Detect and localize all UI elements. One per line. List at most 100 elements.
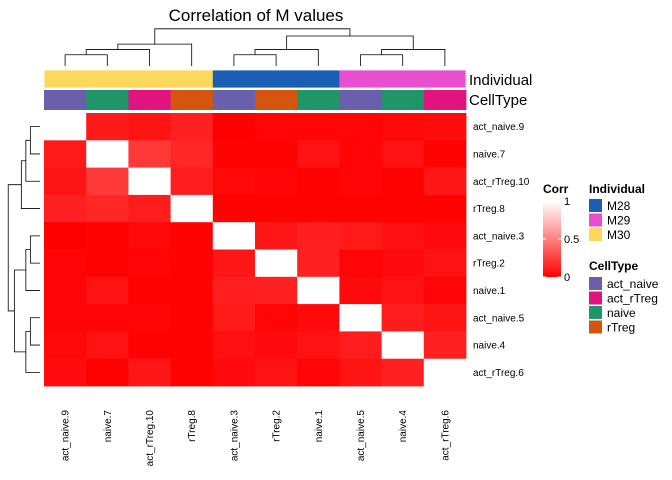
column-label: act_rTreg.10 bbox=[145, 410, 156, 467]
heatmap-cell-act_rTreg.6-naive.1 bbox=[297, 358, 340, 387]
heatmap-cell-act_rTreg.6-act_naive.9 bbox=[44, 358, 87, 387]
corr-colorbar bbox=[543, 201, 561, 277]
heatmap-cell-act_rTreg.10-act_naive.5 bbox=[339, 167, 382, 196]
row-label: naive.7 bbox=[473, 149, 506, 160]
heatmap-cell-act_naive.5-rTreg.2 bbox=[255, 304, 298, 332]
heatmap-cell-act_rTreg.6-rTreg.2 bbox=[255, 358, 298, 387]
row-labels: act_naive.9 naive.7 act_rTreg.10 rTreg.8 act… bbox=[473, 122, 530, 379]
heatmap-cell-act_rTreg.6-act_rTreg.10 bbox=[128, 358, 171, 387]
heatmap-cell-naive.1-rTreg.8 bbox=[170, 276, 214, 305]
individual-legend-swatch bbox=[589, 228, 602, 241]
dendrogram-branch bbox=[20, 160, 40, 209]
celltype-legend-label: rTreg bbox=[607, 321, 635, 335]
column-labels: act_naive.9 naive.7 act_rTreg.10 rTreg.8 act… bbox=[61, 410, 452, 467]
heatmap-cell-rTreg.2-act_naive.9 bbox=[44, 249, 87, 278]
heatmap-cell-rTreg.2-act_naive.5 bbox=[339, 249, 382, 278]
celltype-legend-swatch bbox=[589, 291, 602, 305]
column-label: act_rTreg.6 bbox=[440, 410, 451, 461]
dendrogram-branch bbox=[7, 184, 22, 312]
row-label: act_rTreg.10 bbox=[473, 177, 530, 188]
column-label: naive.7 bbox=[103, 410, 114, 443]
individual-cell-act_naive.9 bbox=[44, 70, 87, 88]
heatmap-cell-act_naive.9-act_naive.5 bbox=[339, 113, 382, 141]
heatmap-cell-act_naive.9-act_naive.9 bbox=[44, 113, 87, 141]
heatmap-cell-act_naive.5-act_naive.5 bbox=[339, 304, 382, 332]
dendrogram-branch bbox=[154, 28, 351, 45]
heatmap-cell-rTreg.8-act_rTreg.6 bbox=[423, 194, 467, 223]
heatmap-cell-act_rTreg.10-act_rTreg.6 bbox=[423, 167, 467, 196]
corr-tick-label: 0 bbox=[564, 272, 570, 284]
heatmap-cell-naive.7-naive.1 bbox=[297, 140, 340, 168]
heatmap-cell-rTreg.8-act_naive.5 bbox=[339, 194, 382, 223]
individual-legend-label: M30 bbox=[607, 228, 631, 242]
dendrogram-branch bbox=[381, 49, 446, 66]
heatmap-cell-naive.1-naive.1 bbox=[297, 276, 340, 305]
individual-legend-label: M28 bbox=[607, 199, 631, 213]
dendrogram-branch bbox=[25, 139, 40, 182]
column-label: act_naive.5 bbox=[356, 410, 367, 462]
celltype-legend-label: act_naive bbox=[607, 277, 659, 291]
heatmap-cell-act_naive.3-act_naive.3 bbox=[212, 222, 256, 250]
heatmap-cell-act_naive.5-act_naive.9 bbox=[44, 304, 87, 332]
row-label: act_naive.3 bbox=[473, 231, 525, 242]
heatmap-cell-naive.1-act_rTreg.10 bbox=[128, 276, 171, 305]
heatmap-cell-rTreg.2-rTreg.8 bbox=[170, 249, 214, 278]
heatmap-cell-act_rTreg.10-act_rTreg.10 bbox=[128, 167, 171, 196]
heatmap-cell-naive.1-act_naive.5 bbox=[339, 276, 382, 305]
column-label: rTreg.8 bbox=[187, 410, 198, 442]
celltype-legend-label: act_rTreg bbox=[607, 292, 658, 306]
heatmap-cell-act_naive.3-naive.7 bbox=[86, 222, 129, 250]
heatmap-cell-rTreg.2-naive.4 bbox=[381, 249, 425, 278]
dendrogram-branch bbox=[233, 54, 277, 66]
heatmap-cell-act_naive.3-rTreg.8 bbox=[170, 222, 214, 250]
heatmap-cell-rTreg.2-act_rTreg.10 bbox=[128, 249, 171, 278]
heatmap-cell-act_naive.9-naive.1 bbox=[297, 113, 340, 141]
column-label: rTreg.2 bbox=[272, 410, 283, 442]
dendrogram-branch bbox=[25, 331, 40, 373]
individual-track-border bbox=[43, 69, 467, 89]
heatmap-cell-rTreg.8-naive.7 bbox=[86, 194, 129, 223]
dendrogram-branch bbox=[13, 269, 26, 353]
heatmap-cell-rTreg.8-act_naive.9 bbox=[44, 194, 87, 223]
individual-cell-act_rTreg.10 bbox=[128, 70, 171, 88]
heatmap-cell-act_naive.3-act_rTreg.10 bbox=[128, 222, 171, 250]
individual-legend-swatch bbox=[589, 213, 602, 227]
heatmap-cell-rTreg.8-rTreg.8 bbox=[170, 194, 214, 223]
heatmap-cell-naive.4-act_naive.3 bbox=[212, 331, 256, 360]
heatmap-cell-act_naive.5-act_rTreg.10 bbox=[128, 304, 171, 332]
heatmap-cell-act_naive.9-naive.7 bbox=[86, 113, 129, 141]
heatmap-cell-naive.4-rTreg.8 bbox=[170, 331, 214, 360]
celltype-cell-act_rTreg.6 bbox=[423, 90, 467, 110]
heatmap-cell-naive.7-act_naive.5 bbox=[339, 140, 382, 168]
heatmap-cell-naive.4-act_naive.5 bbox=[339, 331, 382, 360]
heatmap-cell-naive.1-rTreg.2 bbox=[255, 276, 298, 305]
row-label: rTreg.2 bbox=[473, 259, 505, 270]
heatmap-cell-act_rTreg.10-rTreg.8 bbox=[170, 167, 214, 196]
heatmap-cell-act_naive.9-act_rTreg.6 bbox=[423, 113, 467, 141]
individual-track-label: Individual bbox=[469, 72, 532, 89]
heatmap-cell-act_naive.5-rTreg.8 bbox=[170, 304, 214, 332]
individual-cell-rTreg.2 bbox=[255, 70, 298, 88]
celltype-cell-rTreg.8 bbox=[170, 90, 214, 110]
corr-tick-label: 1 bbox=[564, 196, 570, 208]
dendrogram-branch bbox=[360, 54, 404, 66]
celltype-cell-naive.1 bbox=[297, 90, 340, 110]
heatmap-cell-act_naive.9-naive.4 bbox=[381, 113, 425, 141]
heatmap-cell-act_naive.5-naive.7 bbox=[86, 304, 129, 332]
heatmap-cell-act_naive.5-naive.1 bbox=[297, 304, 340, 332]
celltype-cell-act_naive.9 bbox=[44, 90, 87, 110]
heatmap-cell-act_rTreg.10-act_naive.3 bbox=[212, 167, 256, 196]
heatmap-cell-rTreg.8-naive.1 bbox=[297, 194, 340, 223]
heatmap-cell-naive.4-naive.1 bbox=[297, 331, 340, 360]
celltype-cell-rTreg.2 bbox=[255, 90, 298, 110]
dendrogram-branch bbox=[85, 49, 150, 66]
individual-legend-label: M29 bbox=[607, 214, 631, 228]
heatmap-cell-rTreg.8-naive.4 bbox=[381, 194, 425, 223]
heatmap-cell-rTreg.8-act_naive.3 bbox=[212, 194, 256, 223]
heatmap-cell-act_rTreg.6-rTreg.8 bbox=[170, 358, 214, 387]
heatmap-cell-rTreg.8-act_rTreg.10 bbox=[128, 194, 171, 223]
heatmap-cell-naive.4-act_rTreg.6 bbox=[423, 331, 467, 360]
heatmap-cell-rTreg.8-rTreg.2 bbox=[255, 194, 298, 223]
